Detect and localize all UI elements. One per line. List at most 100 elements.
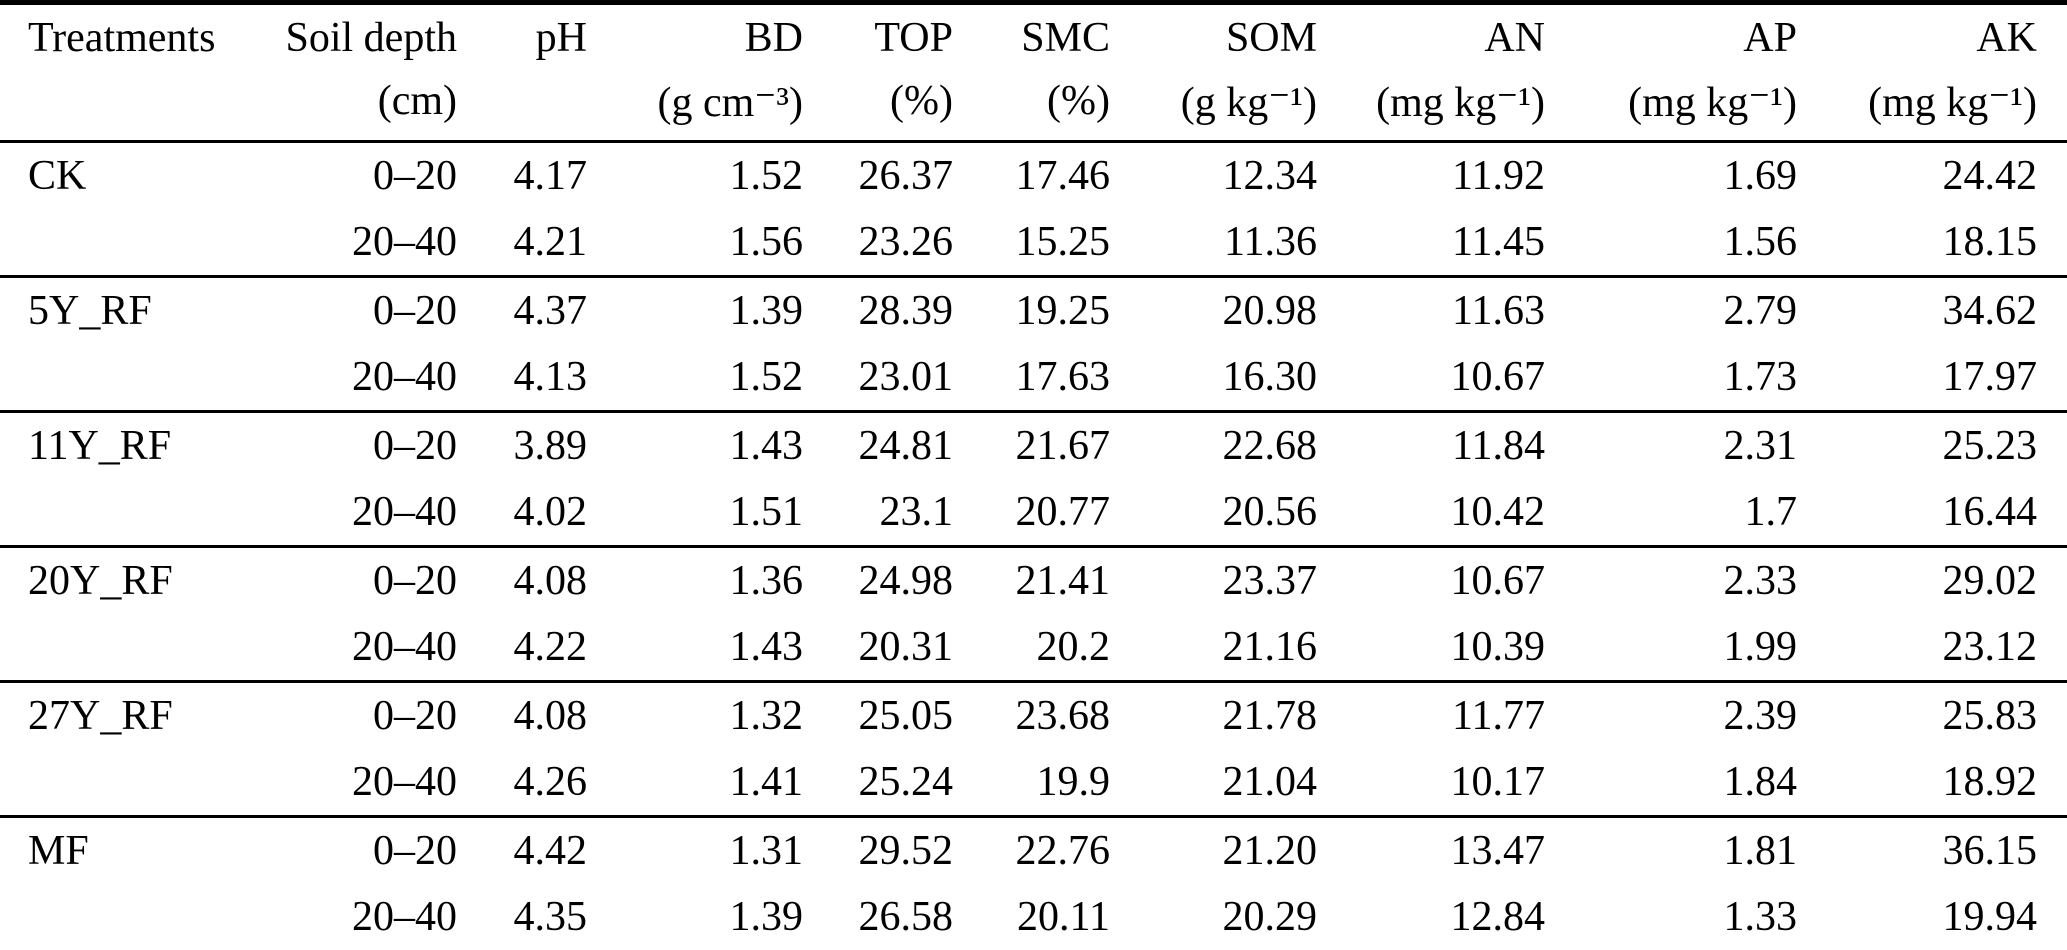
cell-ph: 4.13	[513, 354, 588, 400]
cell-ak: 34.62	[1942, 288, 2038, 334]
col-header-som: SOM	[1225, 15, 1317, 61]
cell-treatment	[0, 209, 260, 277]
cell-smc: 20.11	[1017, 894, 1110, 940]
cell-ap: 1.84	[1723, 759, 1798, 805]
table-row: 20Y_RF 0–20 4.08 1.36 24.98 21.41 23.37 …	[0, 547, 2067, 615]
header-unit-row: (cm) (g cm⁻³) (%) (%) (g kg⁻¹) (mg kg⁻¹)…	[0, 71, 2067, 142]
cell-smc: 22.76	[1015, 828, 1111, 874]
cell-treatment	[0, 614, 260, 682]
table-header: Treatments Soil depth pH BD TOP SMC SOM …	[0, 2, 2067, 142]
cell-som: 21.78	[1222, 693, 1318, 739]
col-unit-an: (mg kg⁻¹)	[1376, 80, 1545, 126]
treatment-group-20y-rf: 20Y_RF 0–20 4.08 1.36 24.98 21.41 23.37 …	[0, 547, 2067, 682]
cell-depth: 20–40	[352, 354, 457, 400]
col-unit-ph	[457, 71, 587, 142]
cell-top: 25.05	[858, 693, 954, 739]
cell-bd: 1.56	[729, 219, 804, 265]
cell-an: 12.84	[1450, 894, 1546, 940]
col-unit-smc: (%)	[1047, 78, 1110, 124]
cell-bd: 1.51	[729, 489, 804, 535]
cell-ak: 24.42	[1942, 153, 2038, 199]
cell-ph: 4.08	[513, 693, 588, 739]
cell-top: 24.81	[858, 423, 954, 469]
cell-treatment: 11Y_RF	[28, 423, 172, 469]
cell-treatment: CK	[28, 153, 87, 199]
cell-an: 11.45	[1452, 219, 1545, 265]
cell-smc: 23.68	[1015, 693, 1111, 739]
cell-treatment: 5Y_RF	[28, 288, 152, 334]
cell-ap: 1.81	[1723, 828, 1798, 874]
cell-ak: 19.94	[1942, 894, 2038, 940]
col-header-treatments: Treatments	[28, 15, 216, 61]
table-row: 20–40 4.35 1.39 26.58 20.11 20.29 12.84 …	[0, 884, 2067, 950]
cell-depth: 20–40	[352, 759, 457, 805]
table-row: MF 0–20 4.42 1.31 29.52 22.76 21.20 13.4…	[0, 817, 2067, 885]
treatment-group-27y-rf: 27Y_RF 0–20 4.08 1.32 25.05 23.68 21.78 …	[0, 682, 2067, 817]
cell-ph: 4.26	[513, 759, 588, 805]
cell-ak: 18.92	[1942, 759, 2038, 805]
cell-bd: 1.52	[729, 354, 804, 400]
cell-ap: 2.39	[1723, 693, 1798, 739]
cell-ak: 17.97	[1942, 354, 2038, 400]
header-label-row: Treatments Soil depth pH BD TOP SMC SOM …	[0, 3, 2067, 72]
col-header-bd: BD	[744, 15, 803, 61]
cell-depth: 20–40	[352, 219, 457, 265]
cell-ph: 4.17	[513, 153, 588, 199]
cell-top: 25.24	[858, 759, 954, 805]
cell-som: 23.37	[1222, 558, 1318, 604]
cell-som: 12.34	[1222, 153, 1318, 199]
table-row: CK 0–20 4.17 1.52 26.37 17.46 12.34 11.9…	[0, 142, 2067, 210]
cell-depth: 0–20	[373, 288, 457, 334]
cell-som: 21.20	[1222, 828, 1318, 874]
table-row: 5Y_RF 0–20 4.37 1.39 28.39 19.25 20.98 1…	[0, 277, 2067, 345]
cell-ap: 1.69	[1723, 153, 1798, 199]
cell-som: 20.98	[1222, 288, 1318, 334]
cell-an: 11.92	[1452, 153, 1545, 199]
cell-bd: 1.43	[729, 423, 804, 469]
cell-an: 10.67	[1450, 354, 1546, 400]
treatment-group-mf: MF 0–20 4.42 1.31 29.52 22.76 21.20 13.4…	[0, 817, 2067, 950]
table-row: 20–40 4.13 1.52 23.01 17.63 16.30 10.67 …	[0, 344, 2067, 412]
cell-an: 11.63	[1452, 288, 1545, 334]
col-unit-top: (%)	[890, 78, 953, 124]
cell-smc: 19.25	[1015, 288, 1111, 334]
cell-depth: 0–20	[373, 558, 457, 604]
cell-smc: 20.2	[1036, 624, 1111, 670]
cell-smc: 21.67	[1015, 423, 1111, 469]
cell-depth: 0–20	[373, 423, 457, 469]
col-header-ph: pH	[535, 15, 587, 61]
table-row: 20–40 4.26 1.41 25.24 19.9 21.04 10.17 1…	[0, 749, 2067, 817]
cell-depth: 0–20	[373, 153, 457, 199]
cell-ak: 36.15	[1942, 828, 2038, 874]
cell-bd: 1.52	[729, 153, 804, 199]
cell-top: 23.01	[858, 354, 954, 400]
cell-ph: 4.35	[513, 894, 588, 940]
cell-smc: 20.77	[1015, 489, 1111, 535]
table-row: 20–40 4.02 1.51 23.1 20.77 20.56 10.42 1…	[0, 479, 2067, 547]
cell-an: 11.84	[1452, 423, 1545, 469]
cell-treatment	[0, 344, 260, 412]
cell-ph: 4.42	[513, 828, 588, 874]
cell-an: 10.42	[1450, 489, 1546, 535]
col-header-top: TOP	[874, 15, 953, 61]
col-unit-ap: (mg kg⁻¹)	[1628, 80, 1797, 126]
cell-smc: 17.46	[1015, 153, 1111, 199]
col-header-soil-depth: Soil depth	[285, 15, 457, 61]
table-row: 20–40 4.22 1.43 20.31 20.2 21.16 10.39 1…	[0, 614, 2067, 682]
treatment-group-ck: CK 0–20 4.17 1.52 26.37 17.46 12.34 11.9…	[0, 142, 2067, 277]
cell-treatment	[0, 479, 260, 547]
cell-ap: 2.33	[1723, 558, 1798, 604]
treatment-group-11y-rf: 11Y_RF 0–20 3.89 1.43 24.81 21.67 22.68 …	[0, 412, 2067, 547]
cell-som: 20.56	[1222, 489, 1318, 535]
col-unit-treatments	[0, 71, 260, 142]
cell-ph: 4.08	[513, 558, 588, 604]
cell-som: 21.16	[1222, 624, 1318, 670]
table-row: 27Y_RF 0–20 4.08 1.32 25.05 23.68 21.78 …	[0, 682, 2067, 750]
treatment-group-5y-rf: 5Y_RF 0–20 4.37 1.39 28.39 19.25 20.98 1…	[0, 277, 2067, 412]
cell-treatment: MF	[28, 828, 89, 874]
cell-som: 11.36	[1224, 219, 1317, 265]
cell-bd: 1.39	[729, 288, 804, 334]
cell-ap: 1.33	[1723, 894, 1798, 940]
cell-an: 10.67	[1450, 558, 1546, 604]
